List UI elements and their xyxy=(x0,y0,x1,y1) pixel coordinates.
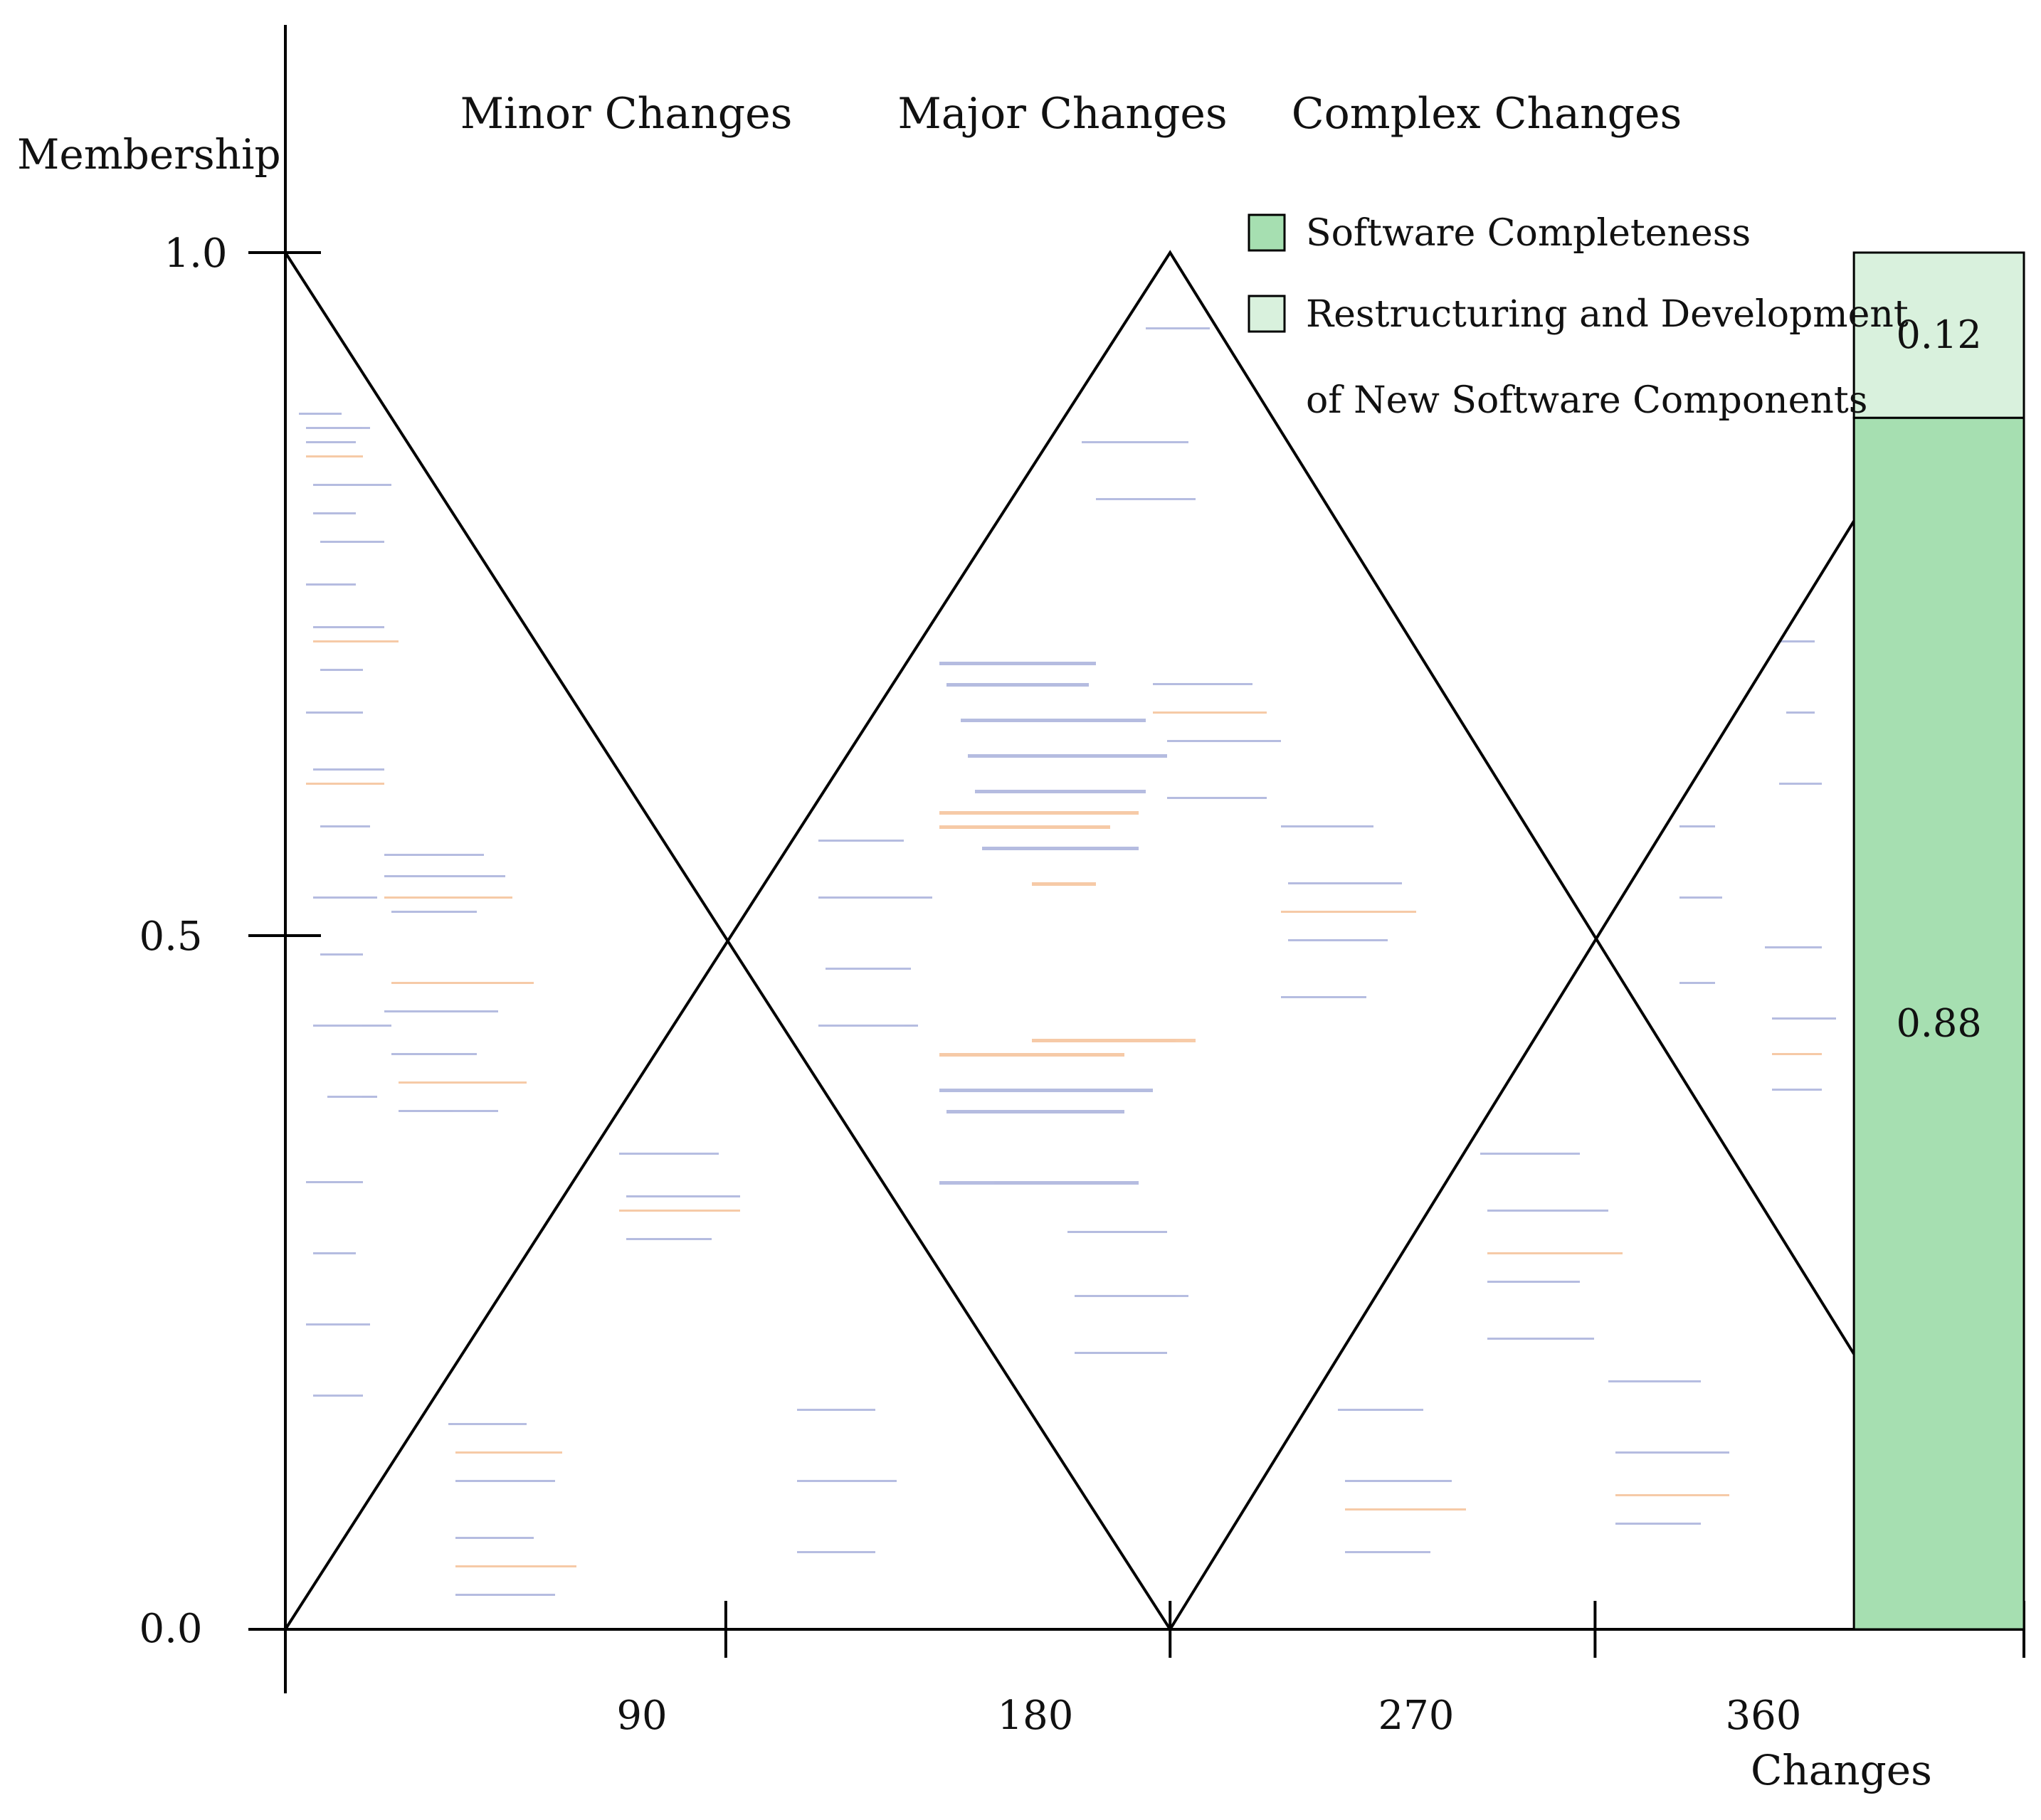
set-label-major-changes: Major Changes xyxy=(897,89,1227,139)
set-label-complex-changes: Complex Changes xyxy=(1292,89,1682,139)
legend-label-restructuring-line2: of New Software Components xyxy=(1306,379,1867,422)
mf-line-complex-changes xyxy=(1169,520,1855,1631)
axes xyxy=(248,25,2024,1693)
legend: Software Completeness Restructuring and … xyxy=(1248,212,1909,422)
code-texture-background xyxy=(299,327,1836,1596)
legend-swatch-restructuring xyxy=(1248,295,1286,333)
x-tick-label-270: 270 xyxy=(1378,1693,1455,1739)
bar-segment-restructuring xyxy=(1852,251,2025,419)
legend-label-completeness: Software Completeness xyxy=(1306,212,1751,255)
x-tick-label-90: 90 xyxy=(616,1693,667,1739)
membership-function-lines xyxy=(284,250,1855,1631)
y-tick-label-0: 0.0 xyxy=(139,1606,202,1652)
mf-line-major-changes xyxy=(284,250,1855,1631)
y-tick-label-05: 0.5 xyxy=(139,914,202,960)
legend-swatch-completeness xyxy=(1248,213,1286,252)
y-tick-label-1: 1.0 xyxy=(164,231,227,277)
legend-label-restructuring-line1: Restructuring and Development xyxy=(1306,293,1909,336)
stacked-bar: 0.88 0.12 xyxy=(1852,251,2025,1631)
x-tick-label-360: 360 xyxy=(1726,1693,1802,1739)
set-label-minor-changes: Minor Changes xyxy=(460,89,793,139)
bar-value-label-completeness: 0.88 xyxy=(1896,1001,1981,1046)
bar-value-label-restructuring: 0.12 xyxy=(1896,312,1981,357)
y-axis-title: Membership xyxy=(17,130,281,179)
x-axis-title: Changes xyxy=(1751,1746,1932,1794)
x-tick-label-180: 180 xyxy=(998,1693,1074,1739)
